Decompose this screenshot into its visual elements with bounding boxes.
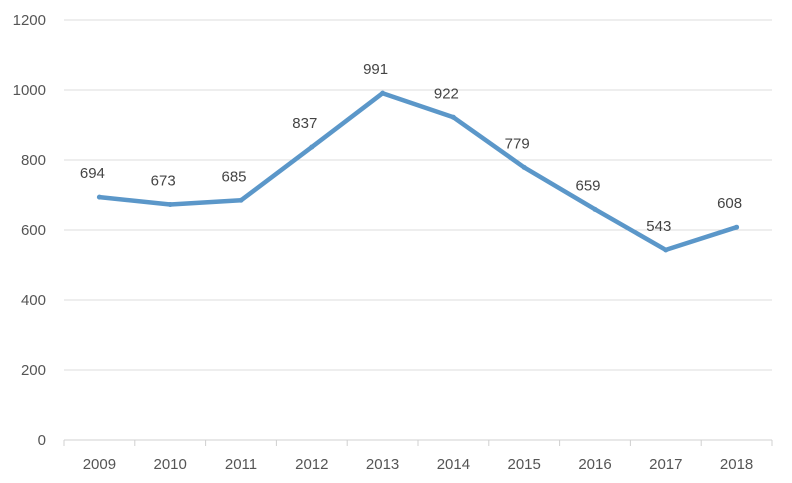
x-tick-label: 2011 xyxy=(225,456,257,473)
x-tick-label: 2014 xyxy=(437,456,470,473)
x-tick-label: 2012 xyxy=(295,456,328,473)
series-layer xyxy=(96,90,740,253)
data-labels: 694 673 685 837 991 922 779 659 543 608 xyxy=(80,61,742,235)
data-label: 543 xyxy=(646,218,671,235)
data-point xyxy=(450,114,456,120)
data-label: 673 xyxy=(151,172,176,189)
x-tick-label: 2016 xyxy=(578,456,611,473)
data-label: 608 xyxy=(717,195,742,212)
x-tick-label: 2009 xyxy=(83,456,116,473)
data-label: 837 xyxy=(292,115,317,132)
y-axis-tick-labels: 0 200 400 600 800 1000 1200 xyxy=(13,12,46,449)
y-tick-label: 0 xyxy=(38,432,46,449)
x-tick-label: 2015 xyxy=(508,456,541,473)
x-tick-label: 2017 xyxy=(649,456,682,473)
y-tick-label: 800 xyxy=(21,152,46,169)
data-label: 922 xyxy=(434,85,459,102)
data-point xyxy=(238,197,244,203)
data-point xyxy=(96,194,102,200)
data-point xyxy=(521,164,527,170)
data-point xyxy=(380,90,386,96)
y-tick-label: 600 xyxy=(21,222,46,239)
data-label: 779 xyxy=(505,135,530,152)
x-axis xyxy=(63,439,773,446)
x-tick-label: 2010 xyxy=(154,456,187,473)
data-label: 991 xyxy=(363,61,388,78)
data-label: 659 xyxy=(575,177,600,194)
x-tick-label: 2018 xyxy=(720,456,753,473)
data-point xyxy=(663,247,669,253)
data-point xyxy=(734,224,740,230)
data-label: 694 xyxy=(80,165,105,182)
data-point xyxy=(309,144,315,150)
gridlines xyxy=(64,19,772,371)
data-label: 685 xyxy=(221,168,246,185)
y-tick-label: 1000 xyxy=(13,82,46,99)
x-tick-label: 2013 xyxy=(366,456,399,473)
series-line xyxy=(97,90,739,253)
y-tick-label: 1200 xyxy=(13,12,46,29)
y-tick-label: 400 xyxy=(21,292,46,309)
data-point xyxy=(592,206,598,212)
y-tick-label: 200 xyxy=(21,362,46,379)
x-axis-tick-labels: 2009 2010 2011 2012 2013 2014 2015 2016 2017 2018 xyxy=(83,456,754,473)
data-point xyxy=(167,201,173,207)
